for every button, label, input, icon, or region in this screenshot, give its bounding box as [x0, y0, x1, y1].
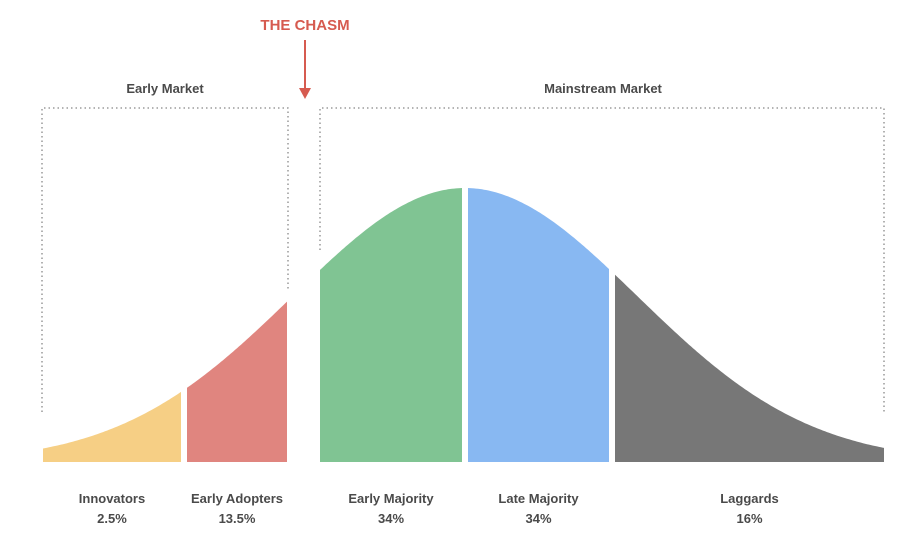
mainstream-market-title: Mainstream Market — [544, 81, 662, 96]
segment-area — [43, 391, 181, 462]
segment-area — [320, 188, 462, 462]
segment-share: 16% — [736, 511, 762, 526]
segment-name: Early Majority — [348, 491, 434, 506]
segment-name: Late Majority — [498, 491, 579, 506]
segment-name: Early Adopters — [191, 491, 283, 506]
segment-share: 2.5% — [97, 511, 127, 526]
chasm-arrowhead — [299, 88, 311, 99]
segment-area — [615, 274, 884, 462]
segment-area — [468, 188, 609, 462]
segment-name: Laggards — [720, 491, 779, 506]
segment-share: 34% — [525, 511, 551, 526]
segment-share: 34% — [378, 511, 404, 526]
segment-share: 13.5% — [219, 511, 256, 526]
chasm-label: THE CHASM — [260, 17, 349, 34]
early-market-title: Early Market — [126, 81, 204, 96]
segment-area — [187, 301, 287, 462]
segment-name: Innovators — [79, 491, 145, 506]
mainstream-market-box — [319, 107, 885, 412]
segment-labels: Innovators 2.5% Early Adopters 13.5% Early M… — [79, 491, 779, 526]
bell-curve — [43, 188, 884, 462]
